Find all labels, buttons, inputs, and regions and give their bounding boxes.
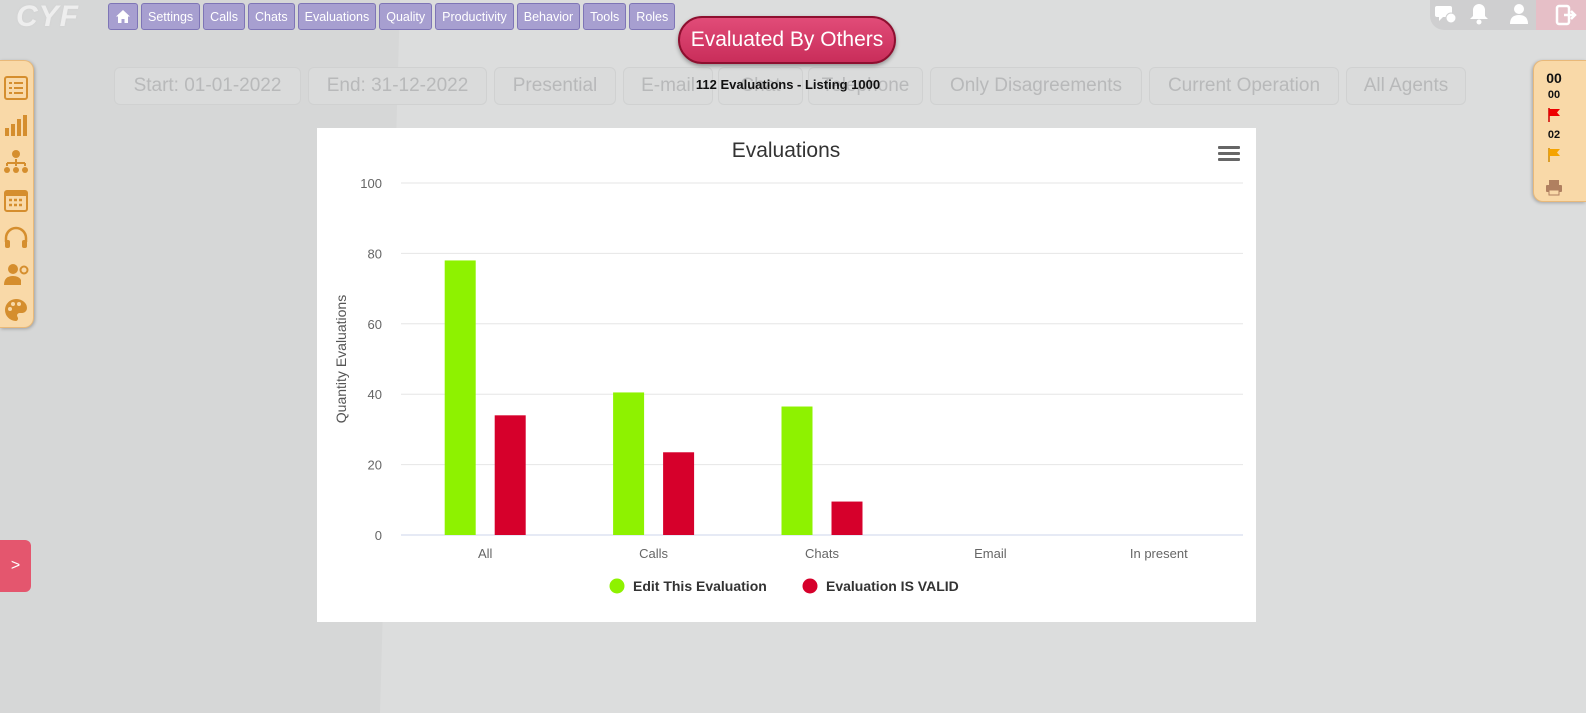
y-tick-label: 60	[368, 317, 382, 332]
expand-panel-button[interactable]: >	[0, 540, 31, 592]
chart-card: Evaluations 0 20 40 60 80 100 Quantity Evaluati…	[317, 128, 1256, 622]
home-button[interactable]	[108, 3, 138, 30]
filter-telephone[interactable]: Telephone	[808, 67, 923, 105]
bar-chats-series-2	[831, 501, 863, 535]
chat-help-icon[interactable]	[1434, 2, 1458, 26]
filter-only-disagreements[interactable]: Only Disagreements	[930, 67, 1142, 105]
y-tick-label: 40	[368, 387, 382, 402]
nav-behavior[interactable]: Behavior	[516, 3, 581, 30]
top-nav: Settings Calls Chats Evaluations Quality…	[108, 3, 676, 30]
legend-label: Edit This Evaluation	[633, 578, 767, 594]
print-icon[interactable]	[1545, 179, 1563, 196]
y-tick-label: 0	[375, 528, 382, 543]
counter-total: 00	[1546, 70, 1562, 86]
bell-icon[interactable]	[1468, 2, 1490, 26]
listing-count: 112 Evaluations - Listing 1000	[695, 77, 881, 92]
nav-tools[interactable]: Tools	[583, 3, 627, 30]
chart-menu-icon[interactable]	[1218, 146, 1240, 164]
palette-icon[interactable]	[3, 297, 29, 323]
x-tick-label: Email	[974, 546, 1007, 561]
calendar-icon[interactable]	[3, 187, 29, 213]
nav-roles[interactable]: Roles	[629, 3, 676, 30]
filter-all-agents[interactable]: All Agents	[1346, 67, 1466, 105]
y-tick-label: 80	[368, 246, 382, 261]
right-sidebar: 00 00 02	[1533, 60, 1586, 202]
list-icon[interactable]	[3, 75, 29, 101]
bar-calls-series-2	[663, 452, 695, 535]
filter-current-operation[interactable]: Current Operation	[1149, 67, 1339, 105]
bar-all-series-2	[494, 415, 526, 535]
nav-productivity[interactable]: Productivity	[435, 3, 514, 30]
nav-quality[interactable]: Quality	[379, 3, 433, 30]
home-icon	[116, 10, 130, 23]
nav-settings[interactable]: Settings	[141, 3, 201, 30]
page-title[interactable]: Evaluated By Others	[678, 16, 896, 64]
bar-all-series-1	[444, 260, 476, 535]
x-tick-label: In present	[1130, 546, 1188, 561]
x-tick-label: Chats	[805, 546, 839, 561]
evaluations-chart: Evaluations 0 20 40 60 80 100 Quantity Evaluati…	[333, 139, 1243, 594]
top-right-toolbar	[1430, 0, 1586, 30]
nav-evaluations[interactable]: Evaluations	[297, 3, 377, 30]
counter-orange-flag: 02	[1547, 129, 1561, 141]
x-tick-label: Calls	[639, 546, 668, 561]
headset-icon[interactable]	[3, 225, 29, 251]
nav-chats[interactable]: Chats	[247, 3, 295, 30]
chart-title: Evaluations	[732, 139, 841, 162]
app-logo: CYF	[16, 0, 79, 33]
y-tick-label: 20	[368, 458, 382, 473]
logout-icon	[1555, 4, 1577, 26]
orange-flag-icon[interactable]	[1546, 147, 1562, 163]
legend-label: Evaluation IS VALID	[826, 578, 959, 594]
user-icon[interactable]	[1508, 2, 1530, 26]
filter-end-date[interactable]: End: 31-12-2022	[308, 67, 487, 105]
logout-button[interactable]	[1536, 0, 1586, 30]
x-tick-label: All	[478, 546, 493, 561]
filter-presential[interactable]: Presential	[494, 67, 616, 105]
nav-calls[interactable]: Calls	[203, 3, 245, 30]
left-sidebar	[0, 60, 34, 328]
red-flag-icon[interactable]	[1546, 107, 1562, 123]
filter-start-date[interactable]: Start: 01-01-2022	[114, 67, 301, 105]
user-settings-icon[interactable]	[3, 261, 29, 287]
legend-marker	[802, 578, 818, 594]
y-axis-label: Quantity Evaluations	[333, 295, 349, 423]
bar-chart-icon[interactable]	[3, 112, 29, 138]
filter-email[interactable]: E-mail	[623, 67, 713, 105]
counter-red-flag: 00	[1547, 89, 1561, 101]
legend-marker	[609, 578, 625, 594]
bar-chats-series-1	[781, 406, 813, 535]
bar-calls-series-1	[613, 392, 645, 535]
org-chart-icon[interactable]	[3, 149, 29, 175]
filter-chat[interactable]: Chat	[718, 67, 803, 105]
y-tick-label: 100	[360, 176, 382, 191]
